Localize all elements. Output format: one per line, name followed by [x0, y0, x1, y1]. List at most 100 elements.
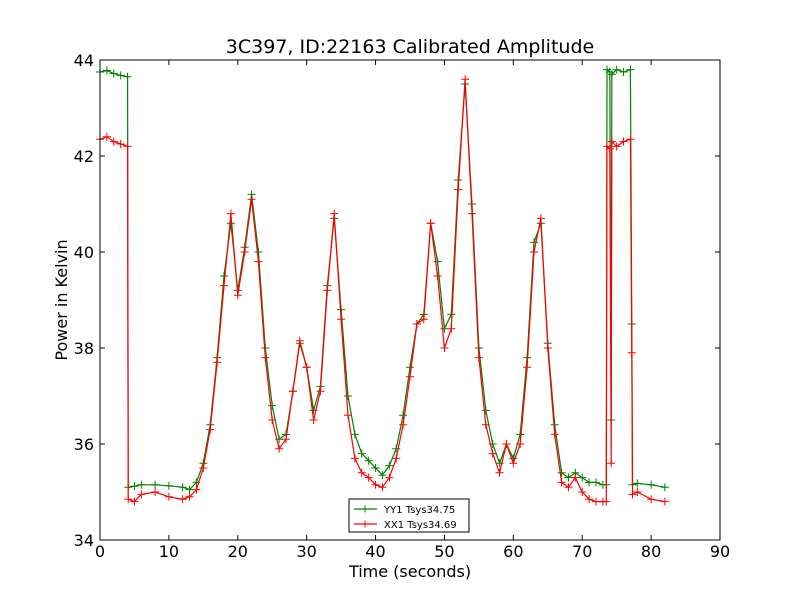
series-2-point — [288, 387, 297, 396]
series-1-point — [164, 481, 173, 490]
series-1-point — [102, 66, 111, 75]
series-2-point — [530, 248, 538, 256]
series-2-point — [660, 497, 669, 506]
series-2-point — [571, 473, 580, 482]
series-1-point — [185, 485, 194, 494]
x-tick-label: 60 — [503, 542, 523, 561]
series-2-point — [578, 488, 587, 496]
legend-marker — [361, 520, 369, 528]
series-2-point — [220, 281, 228, 290]
series-1-point — [399, 411, 408, 420]
series-2-point — [433, 272, 442, 280]
series-2-point — [164, 492, 173, 501]
series-2-point — [254, 257, 263, 266]
series-2-point — [564, 483, 573, 492]
series-1-point — [392, 444, 401, 453]
series-2-point — [509, 459, 518, 468]
series-2-point — [543, 344, 552, 352]
series-1-point — [220, 272, 228, 280]
series-1-point — [344, 392, 352, 400]
series-2-point — [275, 444, 284, 453]
series-1-point — [364, 456, 373, 465]
y-tick-label: 42 — [74, 147, 94, 166]
x-tick-label: 80 — [641, 542, 661, 561]
x-tick-label: 10 — [159, 542, 179, 561]
series-2-point — [619, 137, 628, 146]
series-2-point — [633, 488, 642, 496]
series-1-point — [607, 70, 616, 79]
series-1-point — [660, 483, 669, 492]
series-2-point — [268, 416, 277, 424]
series-1-point — [612, 65, 621, 74]
series-2-point — [316, 387, 325, 396]
series-1-point — [578, 473, 587, 482]
x-tick-label: 50 — [434, 542, 454, 561]
series-2-point — [447, 324, 456, 333]
series-2-point — [516, 440, 525, 448]
y-axis-label: Power in Kelvin — [52, 239, 71, 360]
series-1-point — [406, 363, 414, 372]
series-2-point — [461, 75, 470, 84]
series-2-point — [523, 363, 532, 372]
series-2-point — [378, 483, 387, 492]
series-2-point — [137, 490, 146, 499]
series-2-point — [612, 142, 621, 151]
series-2-point — [364, 473, 373, 482]
series-1-point — [440, 324, 449, 333]
series-2-point — [605, 144, 614, 153]
series-2-point — [392, 454, 401, 463]
series-2-point — [213, 358, 222, 367]
series-2-point — [399, 420, 408, 429]
series-2-point — [247, 195, 256, 204]
series-2-point — [406, 372, 414, 381]
series-2-point — [550, 430, 559, 439]
series-2-point — [350, 454, 359, 463]
series-1-point — [350, 430, 359, 439]
series-2-point — [468, 209, 476, 218]
series-2-point — [647, 495, 656, 504]
x-tick-label: 40 — [365, 542, 385, 561]
series-1-point — [378, 471, 387, 480]
series-1-point — [137, 480, 146, 489]
series-2-point — [295, 336, 304, 345]
series-2-point — [226, 209, 235, 218]
legend-marker — [361, 505, 369, 513]
series-2-point — [440, 344, 449, 352]
axes-frame — [99, 59, 721, 541]
series-1-point — [130, 482, 139, 491]
y-tick-label: 36 — [74, 435, 94, 454]
y-tick-label: 40 — [74, 243, 94, 262]
series-2-point — [233, 291, 242, 300]
series-2-point — [123, 142, 132, 151]
series-2-point — [261, 353, 270, 362]
series-2-point — [454, 185, 463, 194]
series-2-point — [627, 348, 636, 357]
x-tick-label: 90 — [710, 542, 730, 561]
x-tick-label: 20 — [228, 542, 248, 561]
series-1-point — [385, 461, 394, 470]
series-2-point — [592, 497, 600, 506]
series-2-point — [426, 219, 435, 228]
series-2-point — [344, 411, 352, 420]
series-2-point — [116, 140, 125, 148]
series-2-point — [557, 478, 566, 487]
series-2-point — [488, 449, 497, 458]
series-2-point — [192, 485, 201, 494]
series-2-point — [357, 468, 366, 477]
series-2-point — [385, 473, 394, 482]
series-2-point — [412, 320, 421, 328]
plot-area: 0 10 20 30 40 50 60 70 80 90 34 36 38 40 42 44 YY1 Tsys3… — [74, 51, 731, 561]
series-1-point — [619, 68, 628, 76]
series-1-point — [585, 478, 594, 487]
series-2-point — [502, 440, 511, 448]
y-tick-label: 34 — [74, 531, 94, 550]
series-1-point — [371, 464, 380, 472]
series-1-point — [109, 69, 118, 78]
series-2-point — [130, 497, 139, 506]
series-1-point — [481, 406, 490, 415]
series-2-point — [481, 420, 490, 429]
series-2-point — [206, 425, 215, 434]
x-tick-label: 30 — [296, 542, 316, 561]
series-2-point — [419, 315, 428, 324]
